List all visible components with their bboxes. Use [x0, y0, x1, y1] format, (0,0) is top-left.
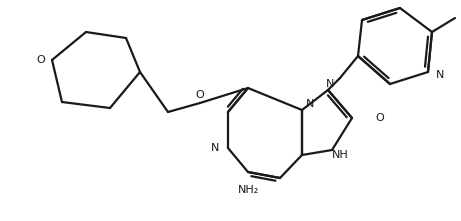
Text: NH₂: NH₂ [237, 185, 259, 195]
Text: O: O [376, 113, 384, 123]
Text: N: N [326, 79, 334, 89]
Text: N: N [436, 70, 444, 80]
Text: NH: NH [331, 150, 349, 160]
Text: O: O [36, 55, 45, 65]
Text: N: N [211, 143, 219, 153]
Text: N: N [306, 99, 314, 109]
Text: O: O [195, 90, 204, 100]
